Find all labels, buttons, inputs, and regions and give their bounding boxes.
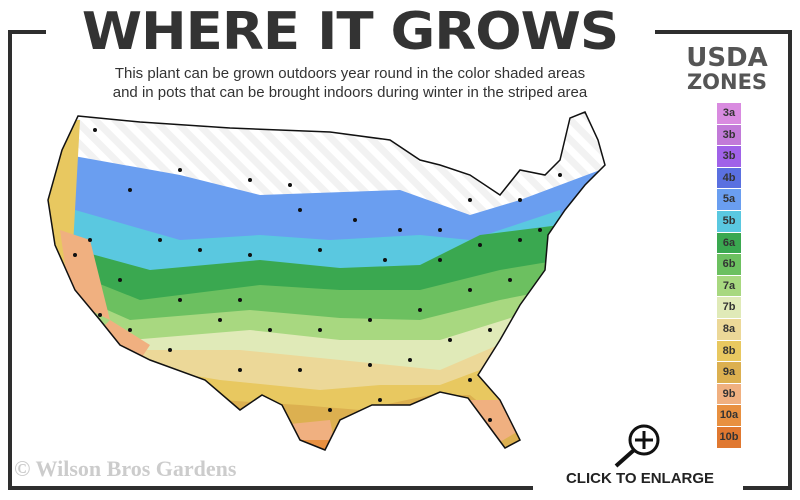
- state-dot: [353, 218, 357, 222]
- state-dot: [478, 243, 482, 247]
- frame-line: [8, 30, 46, 34]
- state-dot: [468, 288, 472, 292]
- legend-zone-3a: 3a: [717, 103, 741, 124]
- state-dot: [168, 348, 172, 352]
- legend-zone-9a: 9a: [717, 362, 741, 383]
- state-dot: [318, 248, 322, 252]
- subtitle-line: and in pots that can be brought indoors …: [112, 84, 588, 101]
- state-dot: [158, 238, 162, 242]
- legend-zone-6a: 6a: [717, 232, 741, 254]
- state-capital-dots: [73, 128, 562, 422]
- legend-zone-7b: 7b: [717, 297, 741, 318]
- state-dot: [218, 318, 222, 322]
- legend-zone-10a: 10a: [717, 405, 741, 426]
- state-dot: [538, 228, 542, 232]
- state-dot: [518, 238, 522, 242]
- state-dot: [298, 208, 302, 212]
- legend-zone-5b: 5b: [717, 210, 741, 232]
- state-dot: [178, 298, 182, 302]
- legend-zone-9b: 9b: [717, 383, 741, 405]
- legend-zone-8b: 8b: [717, 340, 741, 362]
- state-dot: [383, 258, 387, 262]
- state-dot: [248, 178, 252, 182]
- zone-legend: 3a 3b 3b 4b 5a 5b 6a 6b 7a 7b 8a 8b 9a 9b 10a 10b: [717, 103, 741, 449]
- state-dot: [118, 278, 122, 282]
- state-dot: [438, 258, 442, 262]
- subtitle: This plant can be grown outdoors year ro…: [50, 64, 650, 102]
- state-dot: [488, 328, 492, 332]
- legend-zone-7a: 7a: [717, 275, 741, 297]
- legend-zone-3b: 3b: [717, 146, 741, 167]
- state-dot: [368, 318, 372, 322]
- state-dot: [418, 308, 422, 312]
- frame-line: [788, 30, 792, 490]
- state-dot: [128, 188, 132, 192]
- legend-zone-4b: 4b: [717, 167, 741, 189]
- state-dot: [268, 328, 272, 332]
- state-dot: [368, 363, 372, 367]
- state-dot: [448, 338, 452, 342]
- state-dot: [238, 368, 242, 372]
- state-dot: [298, 368, 302, 372]
- legend-zone-10b: 10b: [717, 426, 741, 448]
- frame-line: [8, 30, 12, 490]
- state-dot: [128, 328, 132, 332]
- state-dot: [238, 298, 242, 302]
- state-dot: [73, 253, 77, 257]
- state-dot: [98, 313, 102, 317]
- state-dot: [558, 173, 562, 177]
- page-title: WHERE IT GROWS: [81, 2, 619, 62]
- frame-line: [8, 486, 533, 490]
- state-dot: [288, 183, 292, 187]
- legend-title-line: ZONES: [686, 70, 768, 94]
- frame-line: [655, 30, 792, 34]
- state-dot: [378, 398, 382, 402]
- click-to-enlarge-button[interactable]: CLICK TO ENLARGE: [565, 470, 715, 487]
- legend-title-line: USDA: [686, 43, 768, 73]
- state-dot: [408, 358, 412, 362]
- watermark: © Wilson Bros Gardens: [14, 456, 237, 481]
- state-dot: [468, 198, 472, 202]
- state-dot: [198, 248, 202, 252]
- state-dot: [178, 168, 182, 172]
- subtitle-line: This plant can be grown outdoors year ro…: [114, 65, 586, 82]
- state-dot: [328, 408, 332, 412]
- legend-title: USDA ZONES: [672, 43, 782, 94]
- state-dot: [88, 238, 92, 242]
- state-dot: [438, 228, 442, 232]
- legend-zone-3b: 3b: [717, 124, 741, 146]
- legend-zone-6b: 6b: [717, 254, 741, 275]
- state-dot: [93, 128, 97, 132]
- legend-zone-8a: 8a: [717, 318, 741, 340]
- state-dot: [398, 228, 402, 232]
- state-dot: [488, 418, 492, 422]
- legend-zone-5a: 5a: [717, 189, 741, 210]
- state-dot: [248, 253, 252, 257]
- state-dot: [518, 198, 522, 202]
- state-dot: [468, 378, 472, 382]
- magnify-plus-icon[interactable]: [608, 422, 664, 468]
- frame-line: [743, 486, 792, 490]
- state-dot: [318, 328, 322, 332]
- state-dot: [508, 278, 512, 282]
